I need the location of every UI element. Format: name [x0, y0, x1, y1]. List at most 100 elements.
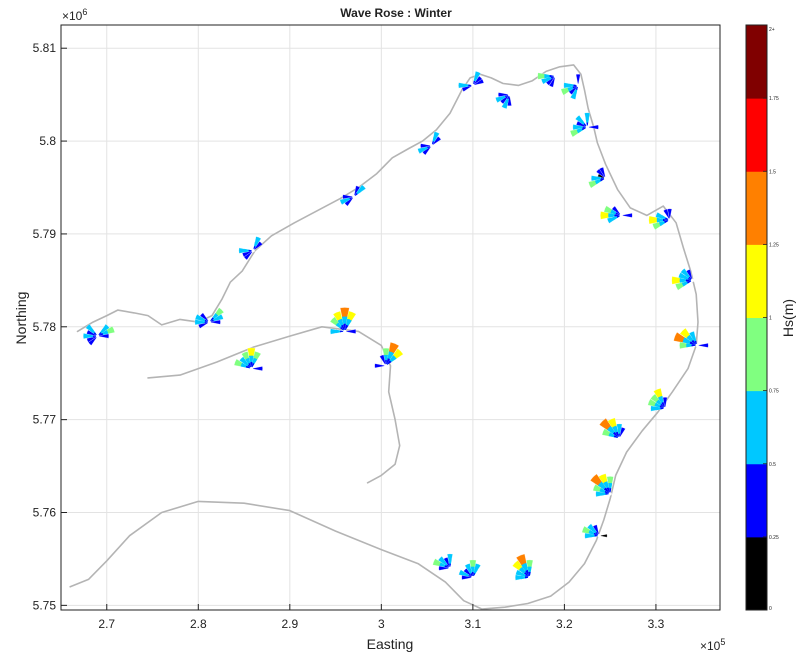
wave-rose-station [495, 92, 512, 110]
colorbar-tick-label: 1.5 [769, 169, 776, 175]
rose-sector [209, 319, 221, 325]
rose-sector-core [524, 572, 530, 578]
rose-sector [662, 397, 668, 409]
rose-sector-core [340, 326, 345, 332]
wave-rose-station [537, 72, 557, 88]
y-tick-label: 5.75 [33, 598, 57, 612]
wave-rose-station [329, 307, 357, 335]
colorbar-segment [746, 171, 767, 245]
colorbar-tick-label: 1.25 [769, 242, 779, 248]
rose-sector [621, 212, 633, 218]
rose-sector [97, 333, 110, 339]
y-exponent: ×106 [62, 7, 87, 23]
rose-sector-core [385, 360, 392, 366]
wave-rose-station [374, 341, 404, 369]
rose-sector-core [660, 407, 666, 410]
rose-sector-core [613, 431, 620, 439]
rose-sector-core [471, 571, 474, 578]
wave-rose-station [673, 327, 709, 349]
colorbar-tick-label: 0.75 [769, 389, 779, 395]
y-tick-label: 5.8 [39, 134, 56, 148]
rose-sector-core [687, 280, 693, 284]
wave-rose-station [647, 387, 668, 412]
coastline-outer [69, 64, 699, 610]
rose-sector [472, 78, 485, 86]
wave-rose-station [671, 268, 695, 291]
rose-sector [420, 143, 432, 149]
rose-sector-core [586, 122, 589, 128]
rose-sector-core [248, 249, 254, 252]
rose-sector-core [613, 435, 620, 439]
x-tick-label: 3.1 [465, 617, 482, 631]
y-axis-label: Northing [13, 292, 29, 345]
wave-rose-station [560, 73, 581, 100]
wave-rose-station [581, 523, 608, 539]
y-ticks: 5.75 5.76 5.77 5.78 5.79 5.8 5.81 [33, 41, 67, 612]
rose-sector-core [250, 361, 253, 369]
rose-sector-core [601, 177, 606, 180]
rose-sector [592, 524, 600, 536]
rose-sector-core [615, 431, 620, 439]
rose-sector-core [614, 214, 622, 217]
rose-center [251, 249, 255, 253]
wave-rose-station [458, 559, 482, 580]
rose-center [207, 320, 211, 324]
y-tick-label: 5.76 [33, 506, 57, 520]
rose-center [471, 83, 475, 87]
wave-rose-station [569, 112, 599, 138]
y-tick-label: 5.77 [33, 413, 57, 427]
wave-rose-station [512, 553, 534, 581]
colorbar-segment [746, 463, 767, 538]
rose-center [597, 534, 601, 538]
rose-sector [575, 73, 581, 86]
rose-sector-core [549, 75, 556, 78]
wave-rose-station [432, 553, 453, 571]
wave-rose-station [233, 347, 263, 371]
rose-center [507, 93, 512, 97]
rose-center [553, 74, 557, 78]
x-tick-label: 3.2 [556, 617, 573, 631]
colorbar-segment [746, 390, 767, 465]
colorbar-segment [746, 98, 767, 172]
rose-center [619, 213, 623, 217]
rose-sector-core [525, 570, 530, 578]
rose-center [343, 329, 347, 334]
rose-sector [461, 575, 473, 580]
rose-sector-core [594, 534, 600, 537]
rose-sector-core [204, 321, 210, 323]
rose-sector-core [209, 317, 214, 323]
wave-rose-station [589, 473, 614, 497]
x-tick-label: 2.9 [281, 617, 298, 631]
wave-rose-station [648, 208, 673, 231]
rose-center [448, 566, 452, 570]
rose-sector-core [384, 360, 387, 366]
plot-frame [60, 24, 721, 611]
colorbar-label: Hs(m) [780, 299, 796, 337]
rose-center [668, 218, 672, 222]
colorbar-segment [746, 317, 767, 392]
rose-center [384, 364, 388, 368]
wave-rose-station [417, 131, 442, 156]
rose-center [608, 492, 612, 496]
x-axis-label: Easting [367, 636, 414, 652]
rose-sector [599, 533, 608, 538]
colorbar-segment [746, 244, 767, 318]
rose-center [603, 176, 608, 180]
rose-sector [619, 426, 626, 439]
rose-sector-core [449, 563, 451, 569]
colorbar-tick-label: 2+ [769, 27, 775, 33]
rose-center [695, 343, 699, 347]
rose-sector [379, 354, 387, 366]
rose-sector [685, 269, 693, 281]
rose-sector [199, 312, 210, 323]
rose-sector-core [343, 323, 347, 332]
rose-sector-core [528, 571, 531, 578]
coastline-inner-shore [147, 326, 401, 484]
y-tick-label: 5.78 [33, 320, 57, 334]
rose-center [352, 195, 356, 199]
rose-sector [697, 342, 709, 348]
coastline [69, 64, 699, 610]
rose-sector [498, 92, 510, 98]
x-tick-label: 2.7 [98, 617, 115, 631]
